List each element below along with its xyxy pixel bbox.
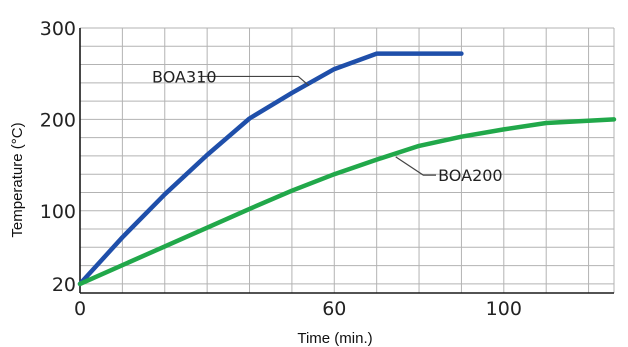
x-axis-title: Time (min.): [297, 330, 372, 347]
y-tick-labels: 20 100 200 300: [40, 18, 76, 296]
series-leader-boa310: [198, 75, 310, 87]
y-tick-label: 300: [40, 18, 76, 40]
series-labels: BOA310 BOA200: [152, 67, 503, 185]
x-tick-label: 0: [74, 298, 86, 320]
axes: [79, 28, 614, 294]
series-leaders: [198, 75, 436, 176]
series-lines: [77, 51, 617, 287]
y-tick-label: 200: [40, 109, 76, 131]
series-label-boa200: BOA200: [438, 166, 503, 185]
series-line-boa200: [77, 117, 617, 287]
x-tick-label: 100: [486, 298, 522, 320]
y-tick-label: 20: [52, 274, 76, 296]
series-line-boa310: [77, 51, 464, 287]
series-label-boa310: BOA310: [152, 67, 217, 86]
x-tick-label: 60: [322, 298, 346, 320]
x-tick-labels: 0 60 100: [74, 298, 522, 320]
series-leader-boa200: [395, 156, 436, 176]
y-axis-title: Temperature (°C): [9, 122, 26, 237]
y-tick-label: 100: [40, 201, 76, 223]
